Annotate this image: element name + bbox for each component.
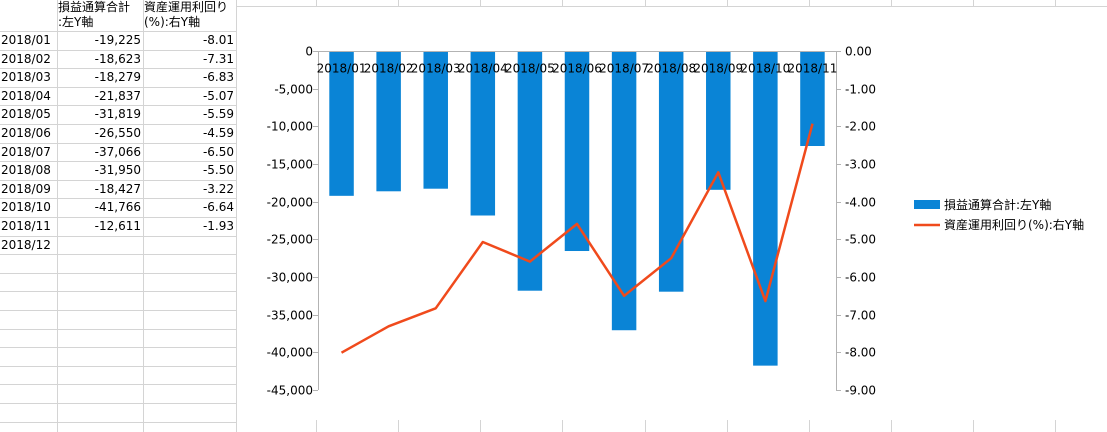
left-tick-label: -20,000 — [267, 196, 313, 210]
cell-yield[interactable]: -6.64 — [202, 200, 234, 214]
left-tick-label: -10,000 — [267, 120, 313, 134]
cell-profit[interactable]: -21,837 — [94, 89, 141, 103]
cell-yield[interactable]: -1.93 — [202, 219, 234, 233]
cell-month[interactable]: 2018/04 — [1, 89, 51, 103]
cell-month[interactable]: 2018/02 — [1, 52, 51, 66]
cell-yield[interactable] — [144, 237, 234, 254]
x-tick-label: 2018/09 — [693, 62, 743, 76]
cell-profit[interactable]: -31,950 — [94, 163, 141, 177]
x-tick-label: 2018/01 — [317, 62, 367, 76]
x-tick-label: 2018/04 — [458, 62, 508, 76]
header-profit[interactable]: 損益通算合計 :左Y軸 — [58, 0, 142, 34]
cell-month[interactable]: 2018/06 — [1, 126, 51, 140]
cell-month[interactable]: 2018/12 — [1, 238, 51, 252]
cell-month[interactable]: 2018/10 — [1, 200, 51, 214]
bar — [329, 51, 354, 196]
cell-yield[interactable]: -7.31 — [202, 52, 234, 66]
cell-profit[interactable]: -18,279 — [94, 70, 141, 84]
right-tick-label: -8.00 — [845, 346, 876, 360]
bar — [423, 51, 448, 189]
x-tick-label: 2018/11 — [788, 62, 838, 76]
left-tick-label: -25,000 — [267, 233, 313, 247]
cell-yield[interactable]: -8.01 — [202, 33, 234, 47]
right-y-axis: 0.00 -1.00 -2.00 -3.00 -4.00 -5.00 -6.00 -7.00 -… — [836, 45, 876, 398]
cell-month[interactable]: 2018/09 — [1, 182, 51, 196]
cell-yield[interactable]: -5.07 — [202, 89, 234, 103]
left-y-axis: 0 -5,000 -10,000 -15,000 -20,000 -25,000 -30,0… — [267, 45, 319, 398]
cell-month[interactable]: 2018/11 — [1, 219, 51, 233]
right-tick-label: -1.00 — [845, 83, 876, 97]
cell-month[interactable]: 2018/05 — [1, 107, 51, 121]
right-tick-label: -9.00 — [845, 384, 876, 398]
cell-month[interactable]: 2018/01 — [1, 33, 51, 47]
line-series — [340, 123, 814, 354]
left-tick-label: -45,000 — [267, 384, 313, 398]
right-tick-label: -3.00 — [845, 158, 876, 172]
cell-yield[interactable]: -5.50 — [202, 163, 234, 177]
right-tick-label: -6.00 — [845, 271, 876, 285]
x-tick-label: 2018/02 — [364, 62, 414, 76]
legend-label-bar: 損益通算合計:左Y軸 — [944, 197, 1051, 212]
cell-yield[interactable]: -6.50 — [202, 145, 234, 159]
right-tick-label: 0.00 — [845, 45, 872, 59]
cell-profit[interactable]: -37,066 — [94, 145, 141, 159]
cell-month[interactable]: 2018/08 — [1, 163, 51, 177]
left-tick-label: -5,000 — [274, 83, 313, 97]
header-profit-line2: :左Y軸 — [58, 15, 94, 29]
cell-yield[interactable]: -3.22 — [202, 182, 234, 196]
cell-profit[interactable]: -41,766 — [94, 200, 141, 214]
cell-profit[interactable]: -18,623 — [94, 52, 141, 66]
left-tick-label: 0 — [305, 45, 313, 59]
bar — [658, 51, 684, 292]
header-profit-line1: 損益通算合計 — [58, 0, 131, 14]
cell-month[interactable]: 2018/07 — [1, 145, 51, 159]
series-line — [340, 123, 814, 354]
right-tick-label: -7.00 — [845, 309, 876, 323]
cell-profit[interactable]: -18,427 — [94, 182, 141, 196]
bar — [376, 51, 401, 192]
chart[interactable]: 0 -5,000 -10,000 -15,000 -20,000 -25,000 -30,0… — [258, 30, 1107, 420]
right-tick-label: -5.00 — [845, 233, 876, 247]
bar — [517, 51, 543, 291]
cell-profit[interactable]: -26,550 — [94, 126, 141, 140]
right-tick-label: -4.00 — [845, 196, 876, 210]
bar — [706, 51, 731, 190]
bar-series — [329, 51, 825, 366]
bar — [564, 51, 590, 252]
header-yield[interactable]: 資産運用利回り (%):右Y軸 — [144, 0, 236, 34]
bar — [753, 51, 778, 366]
x-tick-label: 2018/08 — [646, 62, 696, 76]
left-tick-label: -30,000 — [267, 271, 313, 285]
legend-label-line: 資産運用利回り(%):右Y軸 — [944, 217, 1084, 232]
header-yield-line1: 資産運用利回り — [144, 0, 229, 14]
cell-profit[interactable] — [58, 237, 141, 254]
x-tick-label: 2018/03 — [411, 62, 461, 76]
cell-month[interactable]: 2018/03 — [1, 70, 51, 84]
cell-profit[interactable]: -31,819 — [94, 107, 141, 121]
x-tick-label: 2018/07 — [599, 62, 649, 76]
cell-profit[interactable]: -12,611 — [94, 219, 141, 233]
header-yield-line2: (%):右Y軸 — [144, 15, 201, 29]
bar — [800, 51, 825, 147]
x-tick-label: 2018/10 — [740, 62, 790, 76]
cell-profit[interactable]: -19,225 — [94, 33, 141, 47]
right-tick-label: -2.00 — [845, 120, 876, 134]
x-tick-label: 2018/05 — [505, 62, 555, 76]
cell-yield[interactable]: -4.59 — [202, 126, 234, 140]
left-tick-label: -15,000 — [267, 158, 313, 172]
left-tick-label: -35,000 — [267, 309, 313, 323]
cell-yield[interactable]: -6.83 — [202, 70, 234, 84]
cell-yield[interactable]: -5.59 — [202, 107, 234, 121]
x-axis: 2018/012018/022018/032018/042018/052018/… — [317, 51, 838, 76]
left-tick-label: -40,000 — [267, 346, 313, 360]
bar — [470, 51, 496, 216]
legend-swatch-bar — [914, 200, 940, 209]
x-tick-label: 2018/06 — [552, 62, 602, 76]
chart-canvas: 0 -5,000 -10,000 -15,000 -20,000 -25,000 -30,0… — [267, 45, 1084, 398]
